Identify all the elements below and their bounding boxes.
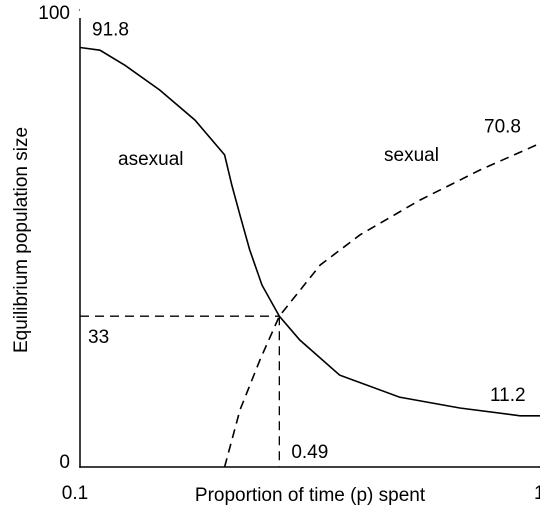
value-label: 70.8 — [484, 116, 521, 137]
y-tick-label: 100 — [38, 3, 70, 24]
x-tick-label: 0.1 — [62, 483, 88, 504]
x-tick-label: 1 — [534, 483, 540, 504]
series-label: sexual — [384, 145, 439, 166]
line-asexual — [79, 46, 540, 417]
intersection-y-label: 33 — [88, 327, 109, 348]
y-axis-label: Equilibrium population size — [11, 127, 32, 353]
intersection-x-label: 0.49 — [291, 442, 328, 463]
y-tick-label: 0 — [59, 452, 70, 473]
x-axis-label: Proportion of time (p) spent — [195, 485, 426, 506]
value-label: 91.8 — [92, 19, 129, 40]
value-label: 11.2 — [490, 385, 526, 406]
series-label: asexual — [118, 149, 184, 170]
line-sexual — [223, 142, 540, 468]
